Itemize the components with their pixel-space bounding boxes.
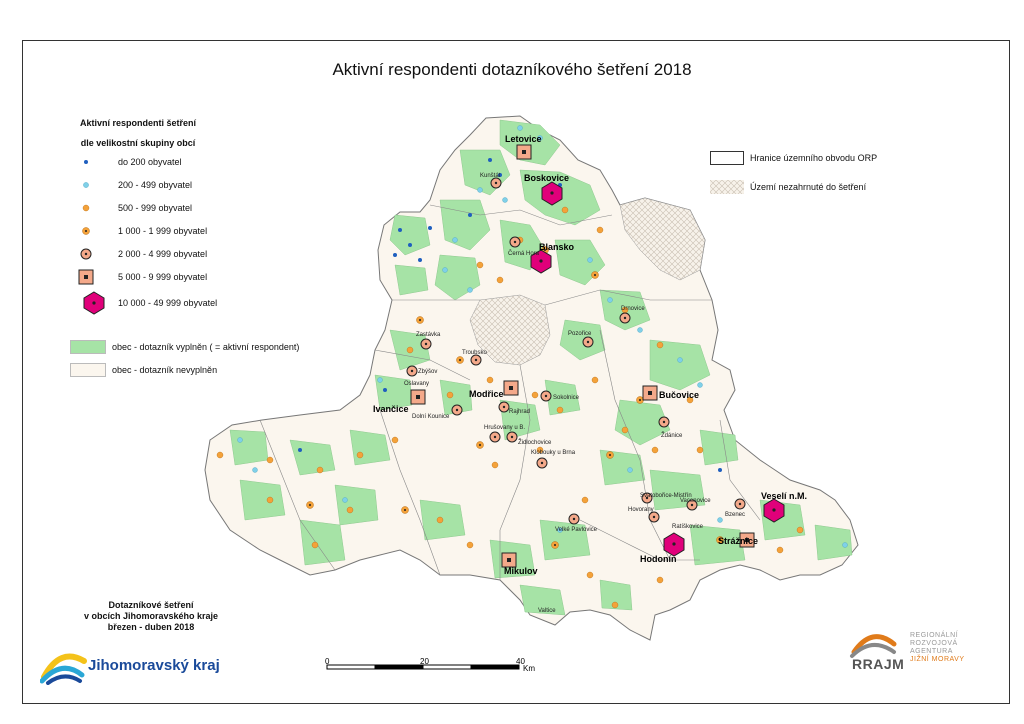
jihomoravsky-kraj-logo [40, 653, 87, 685]
legend-label-size-2: 500 - 999 obyvatel [118, 203, 193, 213]
legend-excluded-box [710, 180, 744, 194]
svg-text:Sokolnice: Sokolnice [553, 395, 580, 401]
svg-text:Ždánice: Ždánice [661, 431, 683, 439]
legend-area-empty-label: obec - dotazník nevyplněn [112, 365, 218, 375]
orp-boundaries [259, 204, 761, 580]
excluded-area-brno [469, 294, 551, 366]
legend-symbol-light-blue [83, 182, 89, 188]
city-label-hodonin: Hodonín [640, 554, 677, 564]
municipality-points-2000-4999 [406, 177, 746, 525]
svg-text:Hovorany: Hovorany [628, 507, 654, 513]
legend-area-empty [70, 363, 106, 377]
scale-unit: Km [523, 664, 535, 673]
legend-orp-boundary-box [710, 151, 744, 165]
legend-area-filled [70, 340, 106, 354]
city-label-letovice: Letovice [505, 134, 542, 144]
town-hexagons [530, 181, 785, 557]
svg-text:Bzenec: Bzenec [725, 512, 745, 518]
legend-symbol-orange [82, 204, 90, 212]
svg-text:Pozořice: Pozořice [568, 331, 592, 337]
municipality-points-small [298, 158, 722, 472]
city-label-bucovice: Bučovice [659, 390, 699, 400]
city-label-straznice: Strážnice [718, 536, 758, 546]
svg-text:Zastávka: Zastávka [416, 332, 441, 338]
legend-heading-1: Aktivní respondenti šetření [79, 118, 197, 128]
legend-label-size-4: 2 000 - 4 999 obyvatel [118, 249, 208, 259]
legend-excluded-label: Území nezahrnuté do šetření [750, 182, 867, 192]
legend-heading-2: dle velikostní skupiny obcí [80, 138, 196, 148]
legend-label-size-6: 10 000 - 49 999 obyvatel [118, 298, 218, 308]
svg-text:Klobouky u Brna: Klobouky u Brna [531, 450, 576, 456]
municipality-points-1000-1999 [306, 246, 724, 549]
map-title: Aktivní respondenti dotazníkového šetřen… [332, 60, 692, 79]
municipality-points-500-999 [216, 206, 804, 609]
svg-text:Oslavany: Oslavany [404, 381, 429, 387]
legend-area-filled-label: obec - dotazník vyplněn ( = aktivní resp… [112, 342, 300, 352]
city-label-blansko: Blansko [539, 242, 575, 252]
scale-tick-0: 0 [325, 657, 330, 666]
svg-text:Zbýšov: Zbýšov [418, 369, 437, 375]
svg-text:Valtice: Valtice [538, 608, 556, 614]
town-squares [410, 144, 755, 568]
legend-label-size-5: 5 000 - 9 999 obyvatel [118, 272, 208, 282]
svg-text:Velké Pavlovice: Velké Pavlovice [555, 527, 598, 533]
svg-text:Dolní Kounice: Dolní Kounice [412, 414, 450, 420]
legend-label-size-0: do 200 obyvatel [118, 157, 182, 167]
scale-bar: 0 20 40 Km [325, 657, 535, 673]
rrajm-logo [850, 634, 897, 658]
svg-text:Svatobořice-Mistřín: Svatobořice-Mistřín [640, 493, 692, 499]
legend-label-size-3: 1 000 - 1 999 obyvatel [118, 226, 208, 236]
kraj-name: Jihomoravský kraj [88, 657, 220, 674]
legend-symbol-orange-center [82, 227, 90, 235]
rrajm-text: REGIONÁLNÍ ROZVOJOVÁ AGENTURA JIŽNÍ MORA… [910, 632, 965, 663]
city-label-veseli: Veselí n.M. [761, 491, 807, 501]
svg-text:Ratíškovice: Ratíškovice [672, 524, 704, 530]
survey-note-line3: březen - duben 2018 [107, 622, 195, 632]
legend-symbol-hexagon [83, 291, 105, 315]
svg-text:Židlochovice: Židlochovice [518, 438, 552, 446]
legend-symbol-square [78, 269, 94, 285]
legend-symbol-ring [80, 248, 92, 260]
city-label-ivancice: Ivančice [373, 404, 409, 414]
rrajm-mark: RRAJM [852, 656, 905, 672]
svg-text:Kunštát: Kunštát [480, 173, 501, 179]
excluded-area-east [619, 197, 706, 281]
svg-text:Černá Hora: Černá Hora [508, 250, 540, 257]
svg-text:Hrušovany u B.: Hrušovany u B. [484, 425, 525, 431]
scale-tick-20: 20 [420, 657, 429, 666]
city-label-boskovice: Boskovice [524, 173, 569, 183]
municipality-points-200-499 [237, 125, 848, 548]
survey-note-line1: Dotazníkové šetření [108, 600, 194, 610]
city-label-modrice: Modřice [469, 389, 504, 399]
legend-orp-boundary-label: Hranice územního obvodu ORP [750, 153, 878, 163]
survey-note-line2: v obcích Jihomoravského kraje [83, 611, 219, 621]
legend-symbol-small-blue [84, 160, 88, 164]
svg-text:Vacenovice: Vacenovice [680, 498, 711, 504]
svg-text:Rajhrad: Rajhrad [509, 409, 530, 415]
legend-label-size-1: 200 - 499 obyvatel [118, 180, 193, 190]
survey-note: Dotazníkové šetření v obcích Jihomoravsk… [56, 600, 246, 633]
svg-text:Troubsko: Troubsko [462, 350, 487, 356]
map-frame [22, 40, 1010, 704]
city-label-mikulov: Mikulov [504, 566, 538, 576]
place-labels: Kunštát Černá Hora Zastávka Zbýšov Oslav… [404, 173, 745, 614]
scale-tick-40: 40 [516, 657, 525, 666]
svg-text:Drnovice: Drnovice [621, 306, 645, 312]
